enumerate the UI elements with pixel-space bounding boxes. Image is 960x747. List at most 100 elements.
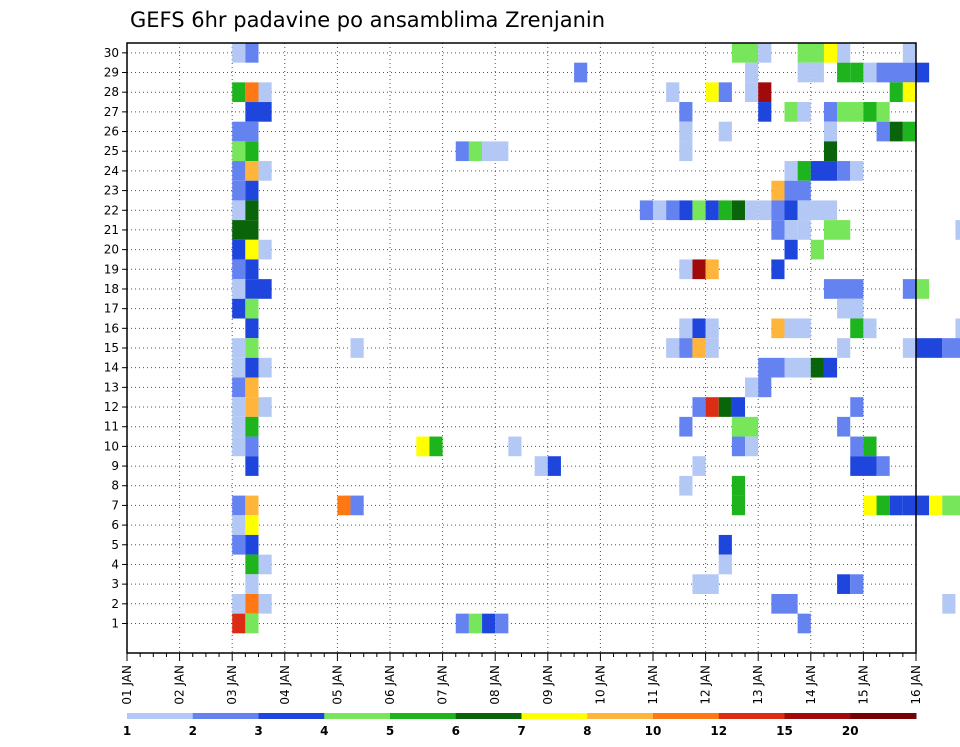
precip-cell	[232, 220, 259, 240]
x-tick-label: 02 JAN	[173, 665, 187, 705]
x-tick-label: 08 JAN	[488, 665, 502, 705]
precip-cell	[232, 141, 246, 162]
legend-label: 20	[842, 724, 859, 738]
x-tick-label: 07 JAN	[436, 665, 450, 705]
precip-cell	[797, 220, 811, 240]
precip-cell	[758, 357, 785, 378]
x-tick-label: 11 JAN	[646, 665, 660, 705]
y-tick-label: 18	[104, 282, 119, 296]
precip-cell	[245, 200, 259, 221]
precip-cell	[232, 239, 246, 260]
precip-cell	[916, 338, 943, 358]
precip-cell	[692, 338, 706, 358]
precip-cell	[771, 200, 785, 221]
legend-swatch	[784, 713, 851, 719]
precip-cell	[771, 318, 785, 339]
x-tick-label: 13 JAN	[751, 665, 765, 705]
precip-cell	[731, 416, 759, 437]
precip-cell	[745, 200, 759, 221]
y-tick-label: 3	[111, 577, 119, 591]
precip-cell	[692, 456, 706, 476]
precip-cell	[784, 180, 811, 201]
precip-cell	[258, 554, 272, 575]
legend-swatch	[258, 713, 325, 719]
precip-cell	[258, 82, 272, 103]
precip-cell	[889, 121, 903, 142]
precip-cell	[232, 43, 246, 63]
precip-cell	[666, 338, 680, 358]
precip-cell	[784, 102, 798, 122]
y-tick-label: 9	[111, 459, 119, 473]
legend-label: 3	[254, 724, 262, 738]
precip-cell	[837, 161, 851, 181]
legend-label: 5	[386, 724, 394, 738]
legend-swatch	[127, 713, 194, 719]
precip-cell	[797, 62, 811, 83]
precip-cell	[666, 82, 680, 103]
precip-cell	[837, 102, 864, 122]
precip-cell	[245, 554, 259, 575]
precip-cell	[245, 397, 259, 417]
precip-cell	[718, 554, 732, 575]
precip-cell	[258, 397, 272, 417]
precip-cell	[258, 593, 272, 614]
precip-cell	[771, 220, 785, 240]
y-tick-label: 27	[104, 105, 119, 119]
precip-cell	[916, 62, 930, 83]
y-tick-label: 23	[104, 184, 119, 198]
precip-cell	[902, 43, 916, 63]
precip-cell	[232, 200, 246, 221]
y-tick-label: 13	[104, 380, 119, 394]
precip-cell	[863, 436, 877, 457]
precip-cell	[679, 318, 693, 339]
precip-cell	[916, 279, 930, 299]
precip-cell	[679, 102, 693, 122]
precip-cell	[771, 593, 798, 614]
precip-cell	[823, 279, 864, 299]
y-tick-label: 24	[104, 164, 119, 178]
x-axis: 01 JAN 02 JAN 03 JAN 04 JAN 05 JAN 06 JAN 07 J…	[120, 653, 923, 705]
precip-cell	[850, 318, 864, 339]
precip-cell	[929, 495, 943, 516]
y-tick-label: 16	[104, 321, 119, 335]
precip-cell	[758, 200, 772, 221]
precip-cell	[232, 298, 246, 319]
precip-cell	[784, 239, 798, 260]
x-tick-label: 09 JAN	[541, 665, 555, 705]
precip-cell	[863, 62, 877, 83]
precip-cell	[705, 338, 719, 358]
precip-cell	[823, 220, 851, 240]
precip-cell	[902, 121, 916, 142]
precip-cell	[508, 436, 522, 457]
precip-cell	[416, 436, 430, 457]
precip-cell	[232, 613, 246, 634]
x-tick-label: 14 JAN	[804, 665, 818, 705]
chart-title: GEFS 6hr padavine po ansamblima Zrenjani…	[130, 8, 605, 32]
precip-cell	[837, 298, 864, 319]
precip-cell	[245, 161, 259, 181]
precip-cell	[718, 534, 732, 555]
precip-cell	[482, 613, 496, 634]
y-tick-label: 14	[104, 361, 119, 375]
precip-cell	[745, 436, 759, 457]
precip-cell	[245, 357, 259, 378]
precip-cell	[232, 515, 246, 535]
y-tick-label: 30	[104, 46, 119, 60]
precip-cell	[863, 102, 877, 122]
precip-cell	[863, 318, 877, 339]
precip-cell	[718, 121, 732, 142]
legend-swatch	[192, 713, 259, 719]
precip-cell	[350, 495, 364, 516]
precip-cell	[705, 82, 719, 103]
precip-cell	[731, 43, 759, 63]
precip-cell	[718, 397, 732, 417]
precip-cell	[679, 416, 693, 437]
precip-cell	[245, 534, 259, 555]
precip-cell	[902, 279, 916, 299]
precip-cell	[942, 495, 960, 516]
precip-cell	[784, 200, 798, 221]
precip-cell	[245, 593, 259, 614]
precip-cell	[955, 318, 960, 339]
